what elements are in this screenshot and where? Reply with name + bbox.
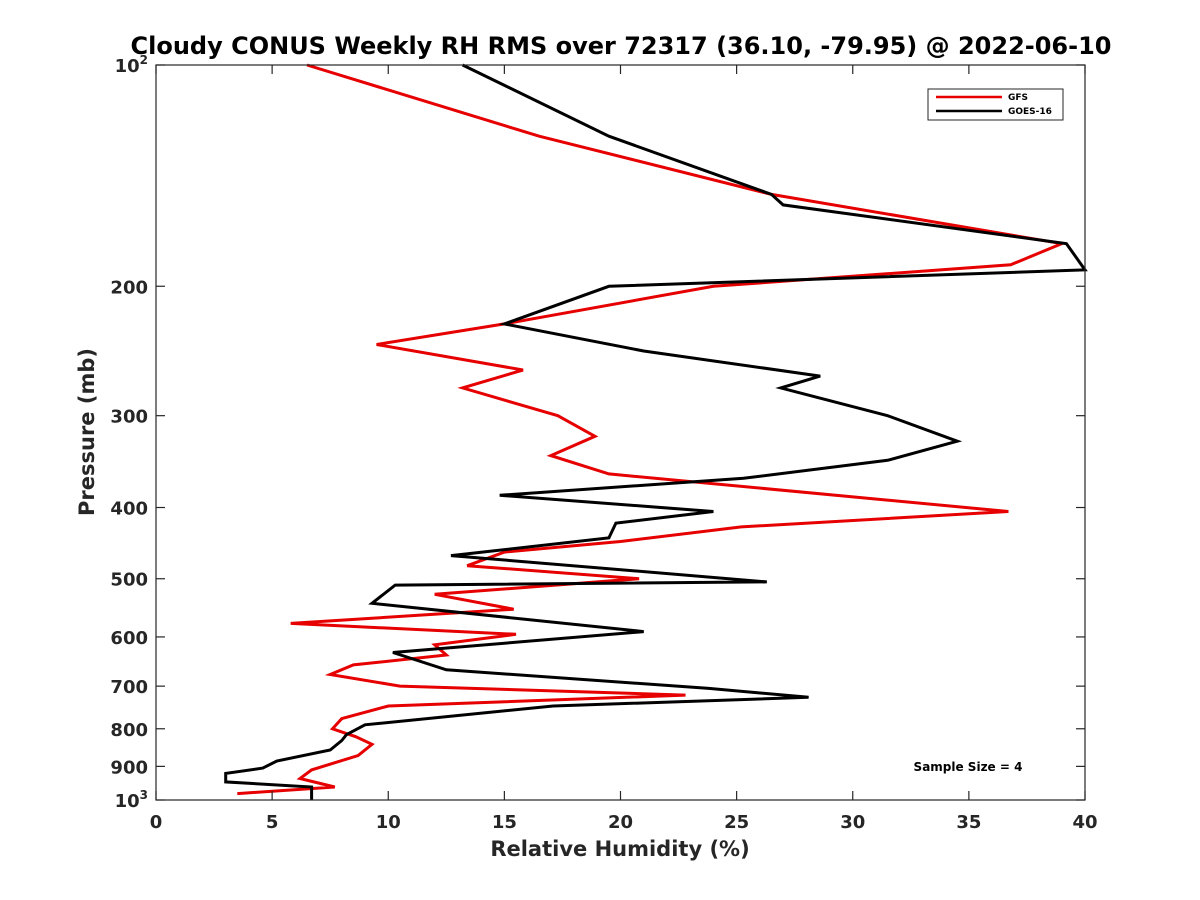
- x-tick-label: 10: [376, 812, 401, 833]
- y-axis-label: Pressure (mb): [75, 348, 99, 516]
- sample-size-annotation: Sample Size = 4: [914, 760, 1023, 774]
- x-tick-label: 40: [1072, 812, 1097, 833]
- x-tick-label: 5: [266, 812, 279, 833]
- y-tick-label: 800: [110, 720, 148, 741]
- y-tick-label: 400: [110, 499, 148, 520]
- legend-label-goes16: GOES-16: [1008, 107, 1052, 117]
- x-tick-label: 15: [492, 812, 517, 833]
- y-tick-label: 900: [110, 757, 148, 778]
- y-tick-label: 600: [110, 628, 148, 649]
- x-tick-label: 20: [608, 812, 633, 833]
- series-line-goes16: [224, 63, 1088, 800]
- x-tick-label: 0: [150, 812, 163, 833]
- y-tick-label: 300: [110, 407, 148, 428]
- series-line-gfs: [237, 63, 1068, 796]
- y-tick-label: 102: [115, 53, 148, 77]
- y-tick-label: 103: [115, 788, 148, 812]
- x-axis-label: Relative Humidity (%): [490, 837, 749, 861]
- y-tick-label: 200: [110, 277, 148, 298]
- legend: GFS GOES-16: [927, 88, 1064, 121]
- x-tick-label: 35: [956, 812, 981, 833]
- x-axis: 0 5 10 15 20 25 30 35 40: [150, 65, 1098, 833]
- y-axis: 102 200 300 400 500 600 700 800 900 103: [110, 53, 1085, 812]
- legend-label-gfs: GFS: [1008, 93, 1028, 103]
- x-tick-label: 30: [840, 812, 865, 833]
- y-tick-label: 500: [110, 570, 148, 591]
- x-tick-label: 25: [724, 812, 749, 833]
- y-tick-label: 700: [110, 677, 148, 698]
- chart-title: Cloudy CONUS Weekly RH RMS over 72317 (3…: [131, 32, 1112, 60]
- series-layer: [224, 63, 1088, 800]
- legend-box: [927, 88, 1064, 121]
